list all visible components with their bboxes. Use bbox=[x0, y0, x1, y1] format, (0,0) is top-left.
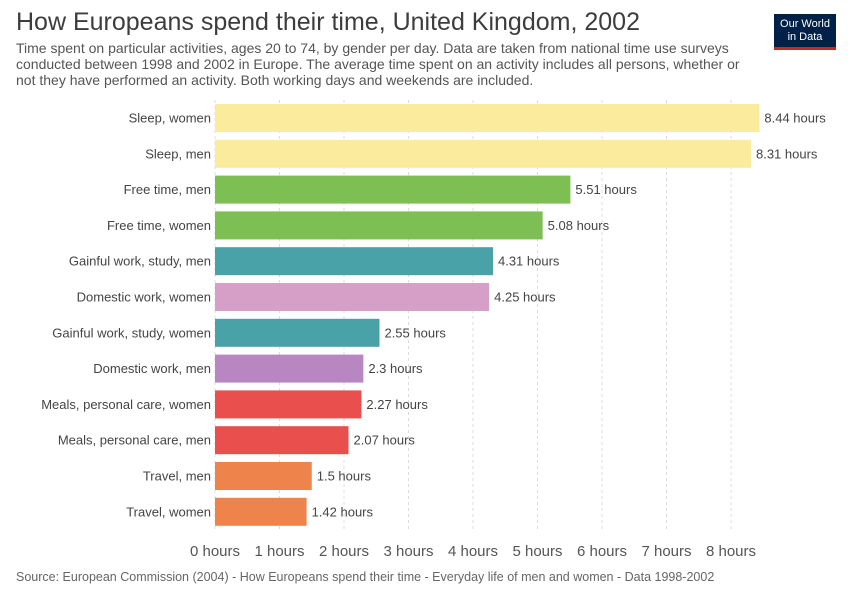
chart-subtitle: Time spent on particular activities, age… bbox=[16, 40, 740, 88]
x-tick-label: 7 hours bbox=[641, 543, 691, 560]
value-labels: 8.44 hours 8.31 hours 5.51 hours 5.08 hours… bbox=[312, 111, 827, 520]
x-tick-label: 2 hours bbox=[319, 543, 369, 560]
value-label: 1.42 hours bbox=[312, 504, 374, 519]
value-label: 2.27 hours bbox=[366, 397, 428, 412]
logo-line-2: in Data bbox=[787, 31, 823, 43]
bar[interactable] bbox=[215, 318, 380, 347]
x-tick-label: 4 hours bbox=[448, 543, 498, 560]
bar[interactable] bbox=[215, 247, 493, 276]
x-tick-label: 8 hours bbox=[706, 543, 756, 560]
logo-line-1: Our World bbox=[780, 18, 830, 30]
x-tick-label: 6 hours bbox=[577, 543, 627, 560]
value-label: 8.44 hours bbox=[764, 111, 826, 126]
value-label: 5.51 hours bbox=[575, 182, 637, 197]
bar[interactable] bbox=[215, 211, 543, 240]
x-tick-label: 3 hours bbox=[383, 543, 433, 560]
bar[interactable] bbox=[215, 104, 760, 132]
owid-logo[interactable]: Our World in Data bbox=[774, 14, 836, 50]
source-note: Source: European Commission (2004) - How… bbox=[16, 570, 715, 584]
value-label: 4.31 hours bbox=[498, 254, 560, 269]
value-label: 2.55 hours bbox=[384, 325, 446, 340]
x-tick-label: 1 hours bbox=[254, 543, 304, 560]
category-label: Travel, women bbox=[126, 504, 211, 519]
bar[interactable] bbox=[215, 497, 307, 526]
category-label: Sleep, women bbox=[129, 111, 211, 126]
category-label: Domestic work, women bbox=[77, 290, 211, 305]
x-tick-label: 5 hours bbox=[512, 543, 562, 560]
bar[interactable] bbox=[215, 462, 312, 490]
x-axis-ticks: 0 hours 1 hours 2 hours 3 hours 4 hours 5 hou… bbox=[190, 543, 756, 560]
bar[interactable] bbox=[215, 390, 362, 419]
value-label: 4.25 hours bbox=[494, 290, 556, 305]
chart-title: How Europeans spend their time, United K… bbox=[16, 8, 640, 36]
value-label: 2.07 hours bbox=[354, 433, 416, 448]
category-label: Domestic work, men bbox=[93, 361, 211, 376]
value-label: 5.08 hours bbox=[548, 218, 610, 233]
category-label: Meals, personal care, men bbox=[58, 433, 211, 448]
category-label: Free time, men bbox=[124, 182, 211, 197]
bar[interactable] bbox=[215, 283, 490, 311]
bars bbox=[215, 104, 760, 526]
category-labels: Sleep, women Sleep, men Free time, men Free… bbox=[41, 111, 211, 520]
category-label: Meals, personal care, women bbox=[41, 397, 211, 412]
bar[interactable] bbox=[215, 139, 751, 168]
category-label: Travel, men bbox=[143, 469, 211, 484]
bar[interactable] bbox=[215, 426, 349, 455]
category-label: Gainful work, study, men bbox=[69, 254, 211, 269]
value-label: 2.3 hours bbox=[368, 361, 423, 376]
bar[interactable] bbox=[215, 175, 571, 204]
category-label: Gainful work, study, women bbox=[52, 325, 211, 340]
value-label: 8.31 hours bbox=[756, 146, 818, 161]
category-label: Sleep, men bbox=[145, 146, 211, 161]
category-label: Free time, women bbox=[107, 218, 211, 233]
value-label: 1.5 hours bbox=[317, 469, 372, 484]
bar[interactable] bbox=[215, 354, 364, 383]
x-tick-label: 0 hours bbox=[190, 543, 240, 560]
